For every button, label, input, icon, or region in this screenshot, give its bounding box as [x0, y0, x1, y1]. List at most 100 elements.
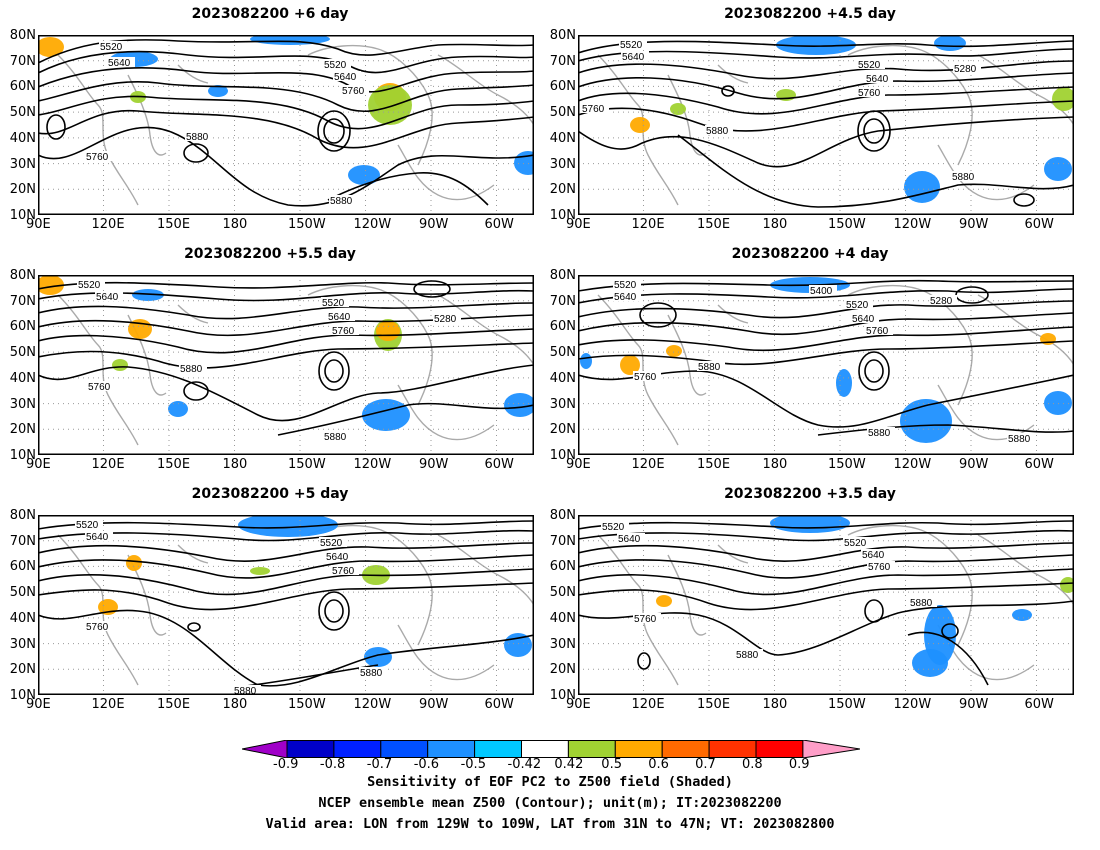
contour-label-bg — [321, 297, 349, 307]
lat-label: 40N — [9, 610, 36, 626]
sensitivity-shading — [1052, 87, 1074, 111]
contour-label-bg — [99, 41, 127, 51]
contour-label: 5760 — [86, 622, 109, 633]
contour-label-bg — [341, 85, 369, 95]
contour-label-bg — [929, 295, 957, 305]
z500-contour — [38, 328, 534, 354]
lon-label: 120W — [893, 217, 932, 232]
sensitivity-shading — [1044, 391, 1072, 415]
z500-contour — [907, 631, 989, 686]
lon-label: 60W — [484, 217, 514, 232]
z500-contour — [38, 364, 534, 422]
sensitivity-shading — [656, 595, 672, 607]
lon-label: 150W — [288, 697, 326, 712]
coastline — [847, 524, 973, 646]
sensitivity-shading — [514, 151, 534, 175]
contour-label: 5640 — [622, 52, 645, 63]
contour-label-bg — [867, 561, 895, 571]
z500-contour — [38, 281, 534, 290]
contour-label: 5280 — [930, 296, 953, 307]
z500-contour-closed — [183, 143, 209, 163]
contour-label-bg — [845, 299, 873, 309]
colorbar-tick-label: 0.6 — [648, 757, 669, 772]
contour-label: 5640 — [334, 72, 357, 83]
sensitivity-shading — [348, 165, 380, 185]
contour-label: 5760 — [332, 326, 355, 337]
lat-label: 40N — [9, 370, 36, 386]
contour-label-bg — [75, 519, 103, 529]
contour-label: 5880 — [234, 686, 257, 695]
colorbar-tick-label: 0.7 — [695, 757, 716, 772]
lon-label: 150W — [288, 457, 326, 472]
colorbar-segment — [708, 740, 757, 758]
lon-label: 150E — [697, 217, 731, 232]
contour-label-bg — [601, 521, 629, 531]
panel-title: 2023082200 +4.5 day — [724, 6, 896, 22]
contour-label: 5280 — [434, 314, 457, 325]
lon-label: 120E — [91, 457, 125, 472]
contour-label-bg — [179, 363, 207, 373]
z500-contour-closed — [318, 591, 350, 631]
sensitivity-shading — [38, 37, 64, 57]
lon-label: 120E — [91, 217, 125, 232]
sensitivity-shading — [904, 171, 940, 203]
lat-label: 10N — [549, 448, 576, 463]
sensitivity-shading — [126, 555, 142, 571]
sensitivity-shading — [836, 369, 852, 397]
coastline — [667, 74, 707, 156]
sensitivity-shading — [112, 359, 128, 371]
lon-label: 180 — [762, 457, 788, 472]
lon-label: 120W — [893, 457, 932, 472]
coastline — [667, 314, 707, 396]
lon-label: 120E — [631, 217, 665, 232]
contour-label-bg — [953, 63, 981, 73]
z500-contour — [578, 60, 1074, 80]
contour-label-bg — [185, 131, 213, 141]
z500-contour-closed — [187, 622, 201, 632]
lon-label: 90E — [566, 457, 591, 472]
contour-label: 5760 — [634, 372, 657, 383]
sensitivity-shading — [168, 401, 188, 417]
lon-label: 180 — [222, 697, 248, 712]
colorbar-segment — [661, 740, 710, 758]
lon-label: 90W — [419, 217, 449, 232]
contour-label: 5520 — [320, 538, 343, 549]
colorbar-tick-label: -0.5 — [460, 757, 486, 772]
lat-label: 10N — [9, 448, 36, 463]
lat-label: 10N — [549, 688, 576, 703]
panel-title: 2023082200 +4 day — [731, 246, 889, 262]
contour-label-bg — [951, 171, 979, 181]
coastline — [977, 534, 1074, 606]
contour-label-bg — [87, 381, 115, 391]
sensitivity-shading — [770, 515, 850, 533]
contour-label-bg — [433, 313, 461, 323]
contour-label: 5520 — [322, 298, 345, 309]
contour-label-bg — [359, 667, 387, 677]
map-frame — [38, 35, 534, 215]
contour-label: 5760 — [88, 382, 111, 393]
lon-label: 120W — [353, 697, 392, 712]
lon-label: 150W — [828, 457, 866, 472]
contour-label-bg — [861, 549, 889, 559]
lat-label: 40N — [549, 130, 576, 146]
contour-label: 5880 — [1008, 434, 1031, 445]
contour-label: 5880 — [868, 428, 891, 439]
lon-label: 90E — [26, 697, 51, 712]
lon-label: 150E — [157, 217, 191, 232]
z500-contour — [38, 81, 534, 113]
contour-label-bg — [323, 59, 351, 69]
colorbar-segment — [427, 740, 476, 758]
z500-contour — [38, 582, 534, 611]
map-panel-4: 2023082200 +4 day 80N 70N 60N 50N 40N 30N 20N 10… — [540, 240, 1080, 480]
lon-label: 90W — [419, 697, 449, 712]
contour-label-bg — [865, 73, 893, 83]
lat-label: 40N — [549, 610, 576, 626]
contour-label: 5640 — [108, 58, 131, 69]
contour-label-bg — [327, 311, 355, 321]
z500-contour — [578, 86, 1074, 115]
map-plot-area: 5520 5640 5520 5640 5760 5280 5880 5760 5880 — [38, 275, 534, 455]
colorbar-tick-label: -0.6 — [413, 757, 440, 772]
lon-label: 90E — [566, 697, 591, 712]
map-frame — [578, 35, 1074, 215]
